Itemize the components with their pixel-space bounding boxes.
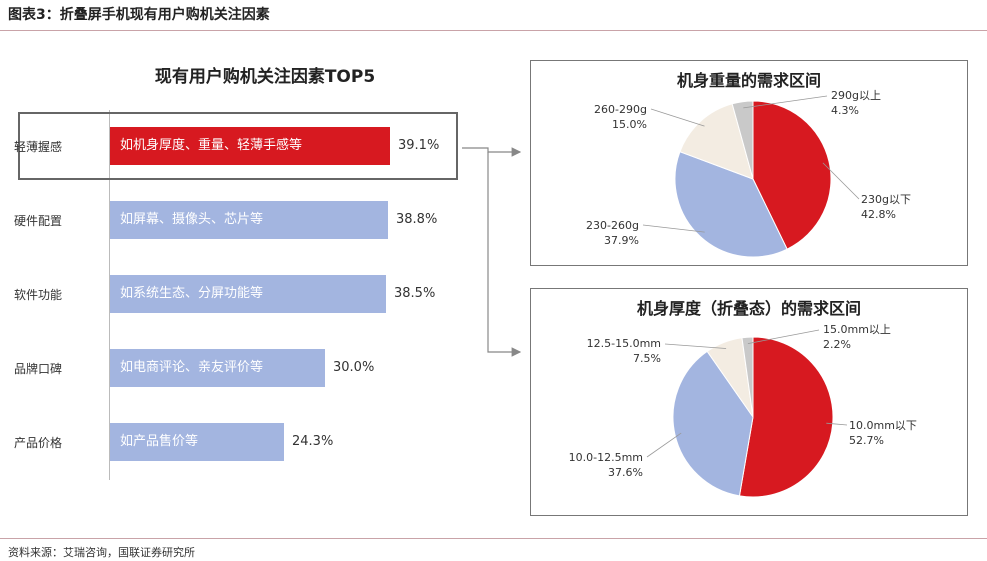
pie-weight-chart: 230g以下 42.8% 230-260g 37.9% 260-290g 15.0% 290… <box>586 89 911 258</box>
bar-category-label: 品牌口碑 <box>14 362 63 376</box>
pie-value-label: 37.9% <box>604 234 639 247</box>
bar: 如系统生态、分屏功能等 <box>110 275 386 313</box>
pie-value-label: 52.7% <box>849 434 884 447</box>
pie-slice-label: 10.0-12.5mm <box>569 451 643 464</box>
bar-category-label: 轻薄握感 <box>14 140 63 154</box>
bottom-rule <box>0 538 987 539</box>
bar-value-label: 39.1% <box>398 138 440 153</box>
pie-slice <box>672 350 754 497</box>
pie-value-label: 4.3% <box>831 104 859 117</box>
pie-leader-line <box>646 432 682 458</box>
pie-weight-title: 机身重量的需求区间 <box>676 71 821 90</box>
bar-value-label: 38.5% <box>394 286 436 301</box>
pie-thickness-title: 机身厚度（折叠态）的需求区间 <box>636 299 861 318</box>
connector-bottom <box>487 152 522 357</box>
bar-value-label: 30.0% <box>333 360 375 375</box>
pie-slice-label: 260-290g <box>594 103 647 116</box>
pie-value-label: 37.6% <box>608 466 643 479</box>
pie-slice-label: 12.5-15.0mm <box>587 337 661 350</box>
pie-slice <box>738 336 834 498</box>
bar: 如产品售价等 <box>110 423 284 461</box>
bar: 如电商评论、亲友评价等 <box>110 349 325 387</box>
top-rule <box>0 30 987 31</box>
pie-leader-line <box>642 224 705 233</box>
bar-category-label: 硬件配置 <box>14 214 63 228</box>
pie-leader-line <box>664 343 727 349</box>
bar: 如屏幕、摄像头、芯片等 <box>110 201 388 239</box>
pie-leader-line <box>650 108 705 127</box>
source-note: 资料来源：艾瑞咨询，国联证券研究所 <box>8 546 195 559</box>
highlight-box <box>18 112 458 180</box>
pie-slice <box>679 103 754 180</box>
pie-leader-line <box>826 422 848 426</box>
bar-category-label: 产品价格 <box>14 436 63 450</box>
pie-value-label: 2.2% <box>823 338 851 351</box>
pie-panel-thickness: 机身厚度（折叠态）的需求区间 10.0mm以下 52.7% 10.0-12.5mm 3… <box>530 288 968 516</box>
pie-leader-line <box>747 329 820 344</box>
bar-chart-title: 现有用户购机关注因素TOP5 <box>154 67 376 87</box>
pie-slice <box>674 151 788 258</box>
pie-value-label: 15.0% <box>612 118 647 131</box>
pie-slice-label: 230g以下 <box>861 193 911 206</box>
pie-value-label: 42.8% <box>861 208 896 221</box>
pie-thickness-chart: 10.0mm以下 52.7% 10.0-12.5mm 37.6% 12.5-15.0mm… <box>569 323 917 498</box>
pie-slice-label: 15.0mm以上 <box>823 323 891 336</box>
pie-slice <box>752 100 832 250</box>
pie-slice <box>731 100 754 180</box>
pie-leader-line <box>822 162 860 200</box>
connector-top <box>462 147 522 157</box>
pie-leader-line <box>743 95 828 109</box>
pie-slice-label: 230-260g <box>586 219 639 232</box>
pie-slice-label: 290g以上 <box>831 89 881 102</box>
pie-slice <box>741 336 754 418</box>
bar-value-label: 24.3% <box>292 434 334 449</box>
bar: 如机身厚度、重量、轻薄手感等 <box>110 127 390 165</box>
bar-category-label: 软件功能 <box>14 288 63 302</box>
bar-value-label: 38.8% <box>396 212 438 227</box>
pie-slice-label: 10.0mm以下 <box>849 419 917 432</box>
pie-panel-weight: 机身重量的需求区间 230g以下 42.8% 230-260g 37.9% 260-29… <box>530 60 968 266</box>
bar-axis-line <box>109 110 110 480</box>
pie-value-label: 7.5% <box>633 352 661 365</box>
figure-title: 图表3：折叠屏手机现有用户购机关注因素 <box>8 7 270 23</box>
